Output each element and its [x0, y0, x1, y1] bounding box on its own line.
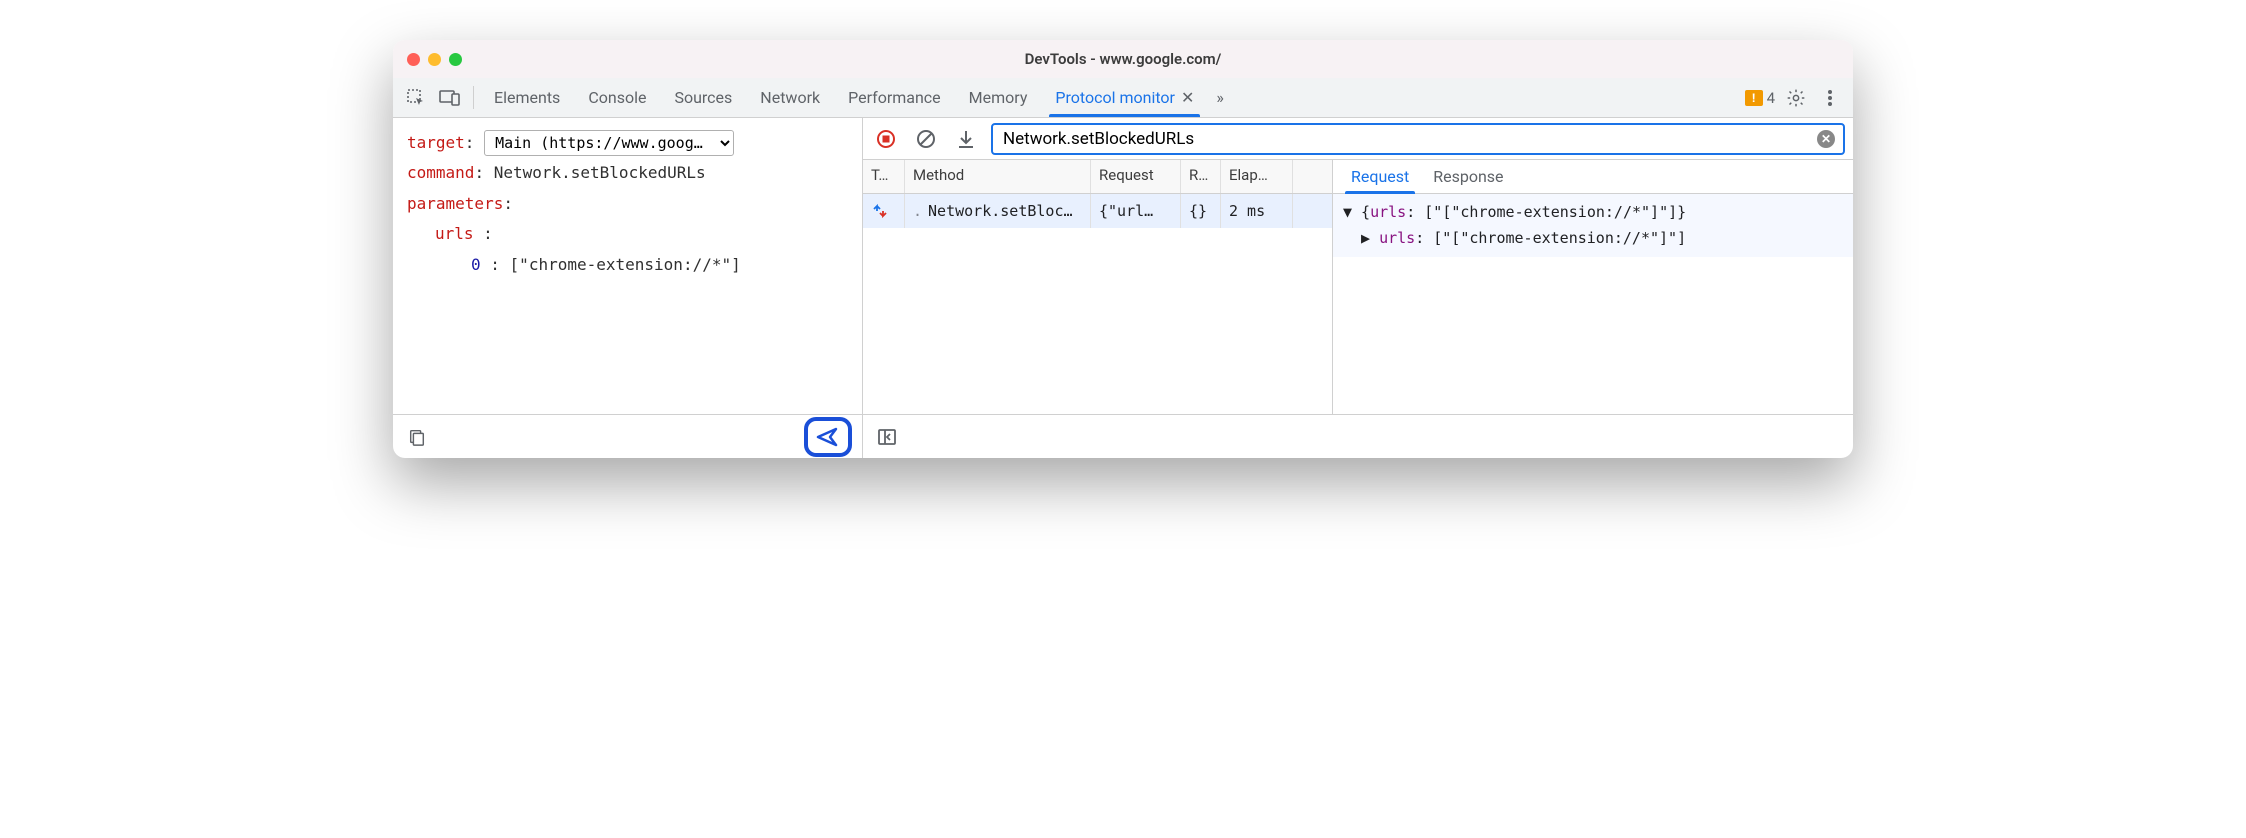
command-editor: target: Main (https://www.goog… command:… [393, 118, 862, 414]
log-toolbar: ✕ [863, 118, 1853, 160]
detail-tab-request[interactable]: Request [1339, 160, 1421, 193]
record-icon[interactable] [871, 124, 901, 154]
protocol-log-pane: ✕ T… Method Request R… Elap… [863, 118, 1853, 458]
minimize-window-button[interactable] [428, 53, 441, 66]
th-method[interactable]: Method [905, 160, 1091, 193]
inspect-element-icon[interactable] [399, 78, 433, 117]
detail-line[interactable]: ▶ urls: ["["chrome-extension://*"]"] [1343, 226, 1843, 252]
tab-label: Memory [969, 88, 1028, 107]
target-key: target [407, 133, 465, 152]
tab-memory[interactable]: Memory [955, 78, 1042, 117]
copy-icon[interactable] [403, 423, 431, 451]
array-value: ["chrome-extension://*"] [510, 255, 741, 274]
filter-input[interactable] [1001, 128, 1817, 150]
window-title: DevTools - www.google.com/ [393, 50, 1853, 68]
devtools-window: DevTools - www.google.com/ Elements Cons… [393, 40, 1853, 458]
tab-console[interactable]: Console [574, 78, 660, 117]
zoom-window-button[interactable] [449, 53, 462, 66]
command-key: command [407, 163, 474, 182]
td-elapsed: 2 ms [1221, 194, 1293, 228]
main-tabbar: Elements Console Sources Network Perform… [393, 78, 1853, 118]
tab-label: Protocol monitor [1055, 88, 1175, 107]
separator [473, 86, 474, 109]
editor-line-urls: urls : [407, 219, 848, 249]
th-request[interactable]: Request [1091, 160, 1181, 193]
clear-icon[interactable] [911, 124, 941, 154]
filter-field[interactable]: ✕ [991, 123, 1845, 155]
window-controls [407, 53, 462, 66]
table-header: T… Method Request R… Elap… [863, 160, 1332, 194]
tab-elements[interactable]: Elements [480, 78, 574, 117]
content-area: target: Main (https://www.goog… command:… [393, 118, 1853, 458]
tab-label: Console [588, 88, 646, 107]
collapse-panel-icon[interactable] [873, 423, 901, 451]
td-response: {} [1181, 194, 1221, 228]
tab-label: Elements [494, 88, 560, 107]
editor-line-urlvalue: 0 : ["chrome-extension://*"] [407, 250, 848, 280]
more-tabs-button[interactable]: » [1208, 78, 1232, 117]
sent-received-icon [871, 202, 889, 220]
warnings-badge[interactable]: ! 4 [1745, 78, 1775, 117]
tab-network[interactable]: Network [746, 78, 834, 117]
tab-label: Performance [848, 88, 941, 107]
download-icon[interactable] [951, 124, 981, 154]
detail-pane: Request Response ▼ {urls: ["["chrome-ext… [1333, 160, 1853, 414]
th-response[interactable]: R… [1181, 160, 1221, 193]
clear-filter-icon[interactable]: ✕ [1817, 130, 1835, 148]
close-window-button[interactable] [407, 53, 420, 66]
detail-tab-response[interactable]: Response [1421, 160, 1515, 193]
td-method: .Network.setBloc… [905, 194, 1091, 228]
warning-count: 4 [1767, 89, 1775, 107]
editor-line-command: command: Network.setBlockedURLs [407, 158, 848, 188]
urls-key: urls [435, 224, 474, 243]
th-type[interactable]: T… [863, 160, 905, 193]
editor-line-parameters: parameters: [407, 189, 848, 219]
editor-line-target: target: Main (https://www.goog… [407, 128, 848, 158]
td-type [863, 194, 905, 228]
chevrons-icon: » [1216, 88, 1224, 107]
device-toolbar-icon[interactable] [433, 78, 467, 117]
warning-icon: ! [1745, 90, 1763, 106]
detail-tabs: Request Response [1333, 160, 1853, 194]
detail-body: ▼ {urls: ["["chrome-extension://*"]"]} ▶… [1333, 194, 1853, 257]
command-editor-pane: target: Main (https://www.goog… command:… [393, 118, 863, 458]
tab-label: Network [760, 88, 820, 107]
titlebar: DevTools - www.google.com/ [393, 40, 1853, 78]
log-table: T… Method Request R… Elap… .Network.setB… [863, 160, 1333, 414]
tab-sources[interactable]: Sources [660, 78, 746, 117]
send-command-button[interactable] [804, 417, 852, 457]
target-select[interactable]: Main (https://www.goog… [484, 130, 734, 156]
close-tab-icon[interactable]: ✕ [1181, 88, 1194, 107]
settings-icon[interactable] [1779, 78, 1813, 117]
command-value: Network.setBlockedURLs [494, 163, 706, 182]
array-index: 0 [471, 255, 481, 274]
tab-performance[interactable]: Performance [834, 78, 955, 117]
kebab-menu-icon[interactable] [1813, 78, 1847, 117]
editor-footer [393, 414, 862, 458]
tab-label: Sources [674, 88, 732, 107]
table-row[interactable]: .Network.setBloc… {"url… {} 2 ms [863, 194, 1332, 228]
log-footer [863, 414, 1853, 458]
td-request: {"url… [1091, 194, 1181, 228]
th-elapsed[interactable]: Elap… [1221, 160, 1293, 193]
log-split: T… Method Request R… Elap… .Network.setB… [863, 160, 1853, 414]
parameters-key: parameters [407, 194, 503, 213]
detail-line[interactable]: ▼ {urls: ["["chrome-extension://*"]"]} [1343, 200, 1843, 226]
tab-protocol-monitor[interactable]: Protocol monitor ✕ [1041, 78, 1208, 117]
